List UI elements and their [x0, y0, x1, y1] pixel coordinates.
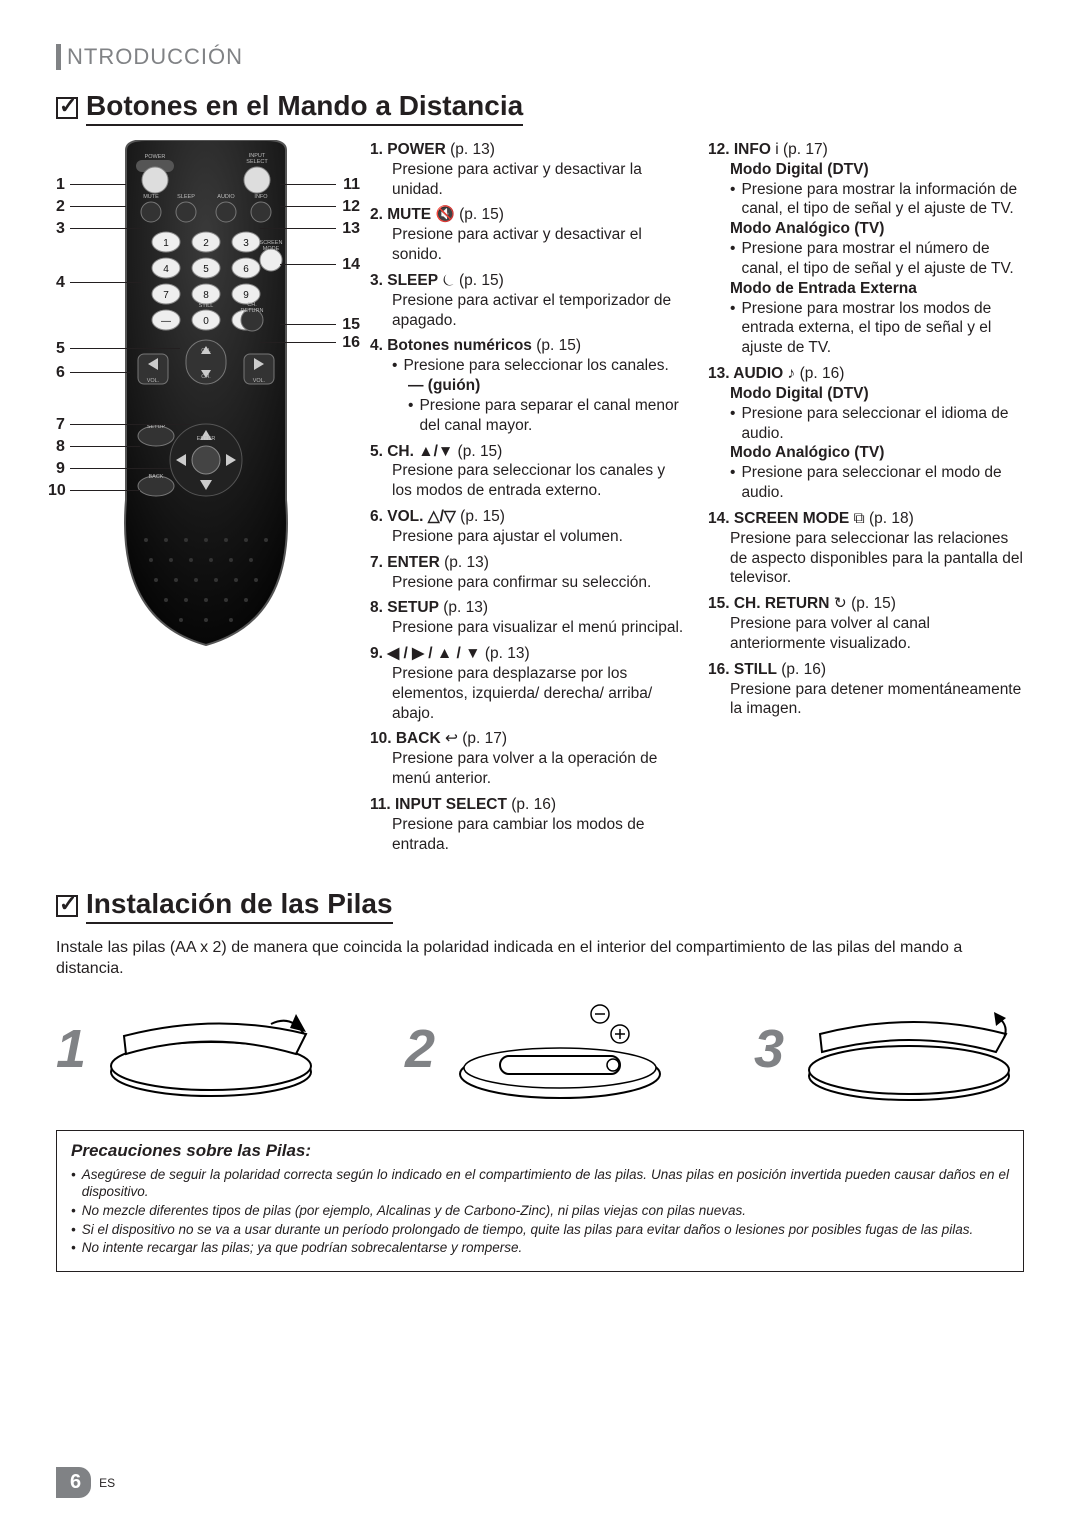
precaution-item: •Si el dispositivo no se va a usar duran… [71, 1222, 1009, 1239]
callout-3: 3 [56, 220, 65, 238]
install-intro: Instale las pilas (AA x 2) de manera que… [56, 938, 1024, 980]
svg-text:VOL.: VOL. [147, 378, 160, 384]
svg-text:8: 8 [203, 290, 209, 301]
svg-text:4: 4 [163, 264, 169, 275]
page-lang: ES [99, 1476, 115, 1490]
list-item: 5. CH. ▲/▼ (p. 15)Presione para seleccio… [370, 442, 686, 501]
svg-text:0: 0 [203, 316, 209, 327]
callout-5: 5 [56, 340, 65, 358]
list-item: 4. Botones numéricos (p. 15)•Presione pa… [370, 336, 686, 435]
svg-text:STILL: STILL [199, 303, 214, 309]
svg-text:7: 7 [163, 290, 169, 301]
desc-col-2: 12. INFO i (p. 17)Modo Digital (DTV)•Pre… [708, 140, 1024, 860]
precaution-item: •No mezcle diferentes tipos de pilas (po… [71, 1203, 1009, 1220]
heading-text: Botones en el Mando a Distancia [86, 90, 523, 126]
page-footer: 6 ES [56, 1467, 115, 1498]
callout-10: 10 [48, 482, 66, 500]
list-item: 16. STILL (p. 16)Presione para detener m… [708, 660, 1024, 719]
precaution-item: •No intente recargar las pilas; ya que p… [71, 1240, 1009, 1257]
list-item: 9. ◀ / ▶ / ▲ / ▼ (p. 13)Presione para de… [370, 644, 686, 723]
section-tab: NTRODUCCIÓN [56, 44, 1024, 70]
list-item: 1. POWER (p. 13)Presione para activar y … [370, 140, 686, 199]
svg-text:3: 3 [243, 238, 249, 249]
list-item: 15. CH. RETURN ↻ (p. 15)Presione para vo… [708, 594, 1024, 653]
desc-col-1: 1. POWER (p. 13)Presione para activar y … [370, 140, 686, 860]
remote-svg: 1 2 3 4 5 6 7 8 9 — 0 [56, 140, 356, 650]
battery-steps: 1 2 3 [56, 994, 1024, 1104]
callout-12: 12 [342, 198, 360, 216]
step-3: 3 [754, 994, 1024, 1104]
list-item: 10. BACK ↩ (p. 17)Presione para volver a… [370, 729, 686, 788]
svg-text:SLEEP: SLEEP [177, 194, 195, 200]
callout-1: 1 [56, 176, 65, 194]
descriptions: 1. POWER (p. 13)Presione para activar y … [370, 140, 1024, 860]
svg-text:9: 9 [243, 290, 249, 301]
callout-2: 2 [56, 198, 65, 216]
callout-6: 6 [56, 364, 65, 382]
list-item: 6. VOL. △/▽ (p. 15)Presione para ajustar… [370, 507, 686, 547]
heading-remote-buttons: Botones en el Mando a Distancia [56, 90, 1024, 126]
list-item: 12. INFO i (p. 17)Modo Digital (DTV)•Pre… [708, 140, 1024, 358]
svg-text:SELECT: SELECT [246, 159, 268, 165]
check-icon [56, 97, 78, 119]
list-item: 11. INPUT SELECT (p. 16)Presione para ca… [370, 795, 686, 854]
step2-figure [445, 994, 675, 1104]
step3-figure [794, 994, 1024, 1104]
callout-15: 15 [342, 316, 360, 334]
svg-text:RETURN: RETURN [241, 308, 264, 314]
page-number: 6 [56, 1467, 91, 1498]
callout-11: 11 [343, 176, 360, 194]
callout-8: 8 [56, 438, 65, 456]
svg-text:2: 2 [203, 238, 209, 249]
svg-text:5: 5 [203, 264, 209, 275]
list-item: 8. SETUP (p. 13)Presione para visualizar… [370, 598, 686, 638]
precautions-title: Precauciones sobre las Pilas: [71, 1141, 1009, 1161]
svg-text:BACK: BACK [149, 474, 164, 480]
step-number: 1 [56, 1022, 86, 1076]
svg-text:AUDIO: AUDIO [217, 194, 235, 200]
svg-text:MUTE: MUTE [143, 194, 159, 200]
callout-4: 4 [56, 274, 65, 292]
remote-diagram: 1 2 3 4 5 6 7 8 9 10 11 12 13 14 15 16 [56, 140, 356, 860]
callout-16: 16 [342, 334, 360, 352]
callout-7: 7 [56, 416, 65, 434]
precaution-item: •Asegúrese de seguir la polaridad correc… [71, 1167, 1009, 1201]
list-item: 13. AUDIO ♪ (p. 16)Modo Digital (DTV)•Pr… [708, 364, 1024, 503]
list-item: 3. SLEEP ⏾ (p. 15)Presione para activar … [370, 271, 686, 330]
list-item: 2. MUTE 🔇 (p. 15)Presione para activar y… [370, 205, 686, 264]
svg-text:1: 1 [163, 238, 169, 249]
precautions-list: •Asegúrese de seguir la polaridad correc… [71, 1167, 1009, 1257]
step-2: 2 [405, 994, 675, 1104]
heading-battery-install: Instalación de las Pilas [56, 888, 1024, 924]
step-number: 2 [405, 1022, 435, 1076]
svg-text:MODE: MODE [263, 246, 280, 252]
callout-13: 13 [342, 220, 360, 238]
step1-figure [96, 994, 326, 1104]
callout-9: 9 [56, 460, 65, 478]
heading-text: Instalación de las Pilas [86, 888, 393, 924]
precautions-box: Precauciones sobre las Pilas: •Asegúrese… [56, 1130, 1024, 1272]
svg-text:INFO: INFO [254, 194, 268, 200]
svg-text:6: 6 [243, 264, 249, 275]
check-icon [56, 895, 78, 917]
svg-text:—: — [161, 316, 171, 327]
callout-14: 14 [342, 256, 360, 274]
step-number: 3 [754, 1022, 784, 1076]
svg-text:ENTER: ENTER [197, 436, 216, 442]
svg-text:VOL.: VOL. [253, 378, 266, 384]
step-1: 1 [56, 994, 326, 1104]
list-item: 7. ENTER (p. 13)Presione para confirmar … [370, 553, 686, 593]
list-item: 14. SCREEN MODE ⧉ (p. 18)Presione para s… [708, 509, 1024, 588]
svg-text:POWER: POWER [145, 154, 166, 160]
